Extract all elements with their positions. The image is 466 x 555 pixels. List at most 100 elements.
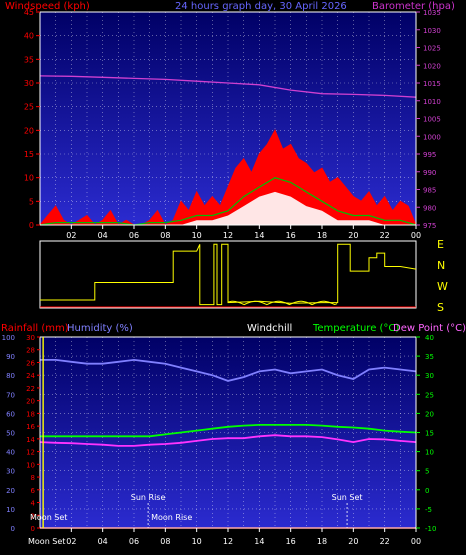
rainfall-y-tick-label: 2 bbox=[31, 512, 35, 520]
dewpoint-axis-title: Dew Point (°C) bbox=[393, 323, 466, 334]
wind-x-tick-label: 22 bbox=[380, 231, 390, 240]
temperature-y-tick-label: 15 bbox=[425, 430, 434, 438]
rainfall-y-tick-label: 8 bbox=[31, 474, 35, 482]
compass-n: N bbox=[437, 259, 445, 272]
compass-e: E bbox=[437, 238, 444, 251]
temperature-y-tick-label: 5 bbox=[425, 468, 429, 476]
temp-x-tick-label: 04 bbox=[98, 537, 108, 546]
rainfall-y-tick-label: 4 bbox=[31, 500, 36, 508]
sun-rise-label: Sun Rise bbox=[131, 493, 166, 502]
temp-x-tick-label: Moon Set bbox=[28, 537, 65, 546]
rainfall-y-tick-label: 12 bbox=[26, 449, 35, 457]
wind-y-tick-label: 25 bbox=[24, 103, 34, 112]
wind-x-tick-label: 00 bbox=[411, 231, 421, 240]
temperature-y-tick-label: 40 bbox=[425, 334, 434, 342]
temp-x-ticks: Moon Set 02 04 06 08 10 12 14 16 18 20 22 00 bbox=[28, 528, 421, 546]
rainfall-y-tick-label: 22 bbox=[26, 385, 35, 393]
rainfall-y-tick-label: 28 bbox=[26, 347, 35, 355]
wind-x-tick-label: 04 bbox=[98, 231, 108, 240]
sun-set-label: Sun Set bbox=[332, 493, 363, 502]
graph-title: 24 hours graph day, 30 April 2026 bbox=[175, 1, 347, 12]
humidity-y-tick-label: 10 bbox=[6, 506, 15, 514]
wind-x-tick-label: 12 bbox=[223, 231, 233, 240]
wind-y-tick-label: 20 bbox=[24, 126, 34, 135]
temperature-y-tick-label: -5 bbox=[425, 506, 432, 514]
rainfall-y-tick-label: 10 bbox=[26, 461, 35, 469]
temp-x-tick-label: 16 bbox=[286, 537, 296, 546]
humidity-y-tick-label: 50 bbox=[6, 430, 15, 438]
temperature-y-tick-label: -10 bbox=[425, 525, 436, 533]
temperature-y-tick-label: 30 bbox=[425, 372, 434, 380]
temp-x-tick-label: 02 bbox=[66, 537, 76, 546]
temperature-y-tick-label: 0 bbox=[425, 487, 429, 495]
wind-avg-series bbox=[40, 191, 416, 225]
astro-markers: Moon Set Sun Rise Moon Rise Sun Set bbox=[30, 337, 363, 528]
wind-x-tick-label: 06 bbox=[129, 231, 139, 240]
wind-x-tick-label: 08 bbox=[160, 231, 170, 240]
rainfall-y-tick-label: 14 bbox=[26, 436, 35, 444]
humidity-y-tick-label: 20 bbox=[6, 487, 15, 495]
humidity-y-tick-label: 100 bbox=[2, 334, 15, 342]
wind-x-tick-label: 18 bbox=[317, 231, 327, 240]
dewpoint-series bbox=[39, 434, 417, 447]
wind-y-tick-label: 40 bbox=[24, 32, 34, 41]
barometer-y-tick-label: 1025 bbox=[423, 45, 441, 53]
windspeed-axis-title: Windspeed (kph) bbox=[5, 1, 90, 12]
humidity-y-tick-label: 90 bbox=[6, 353, 15, 361]
barometer-y-tick-label: 995 bbox=[423, 151, 436, 159]
rainfall-y-tick-label: 30 bbox=[26, 334, 35, 342]
compass-w: W bbox=[437, 280, 448, 293]
windchill-title: Windchill bbox=[247, 323, 292, 334]
moon-set-label: Moon Set bbox=[30, 513, 67, 522]
barometer-y-tick-label: 1030 bbox=[423, 27, 441, 35]
rainfall-y-tick-label: 26 bbox=[26, 359, 35, 367]
temp-x-tick-label: 00 bbox=[411, 537, 421, 546]
barometer-y-tick-label: 980 bbox=[423, 204, 436, 212]
wind-y-tick-label: 15 bbox=[24, 150, 34, 159]
direction-series bbox=[40, 243, 417, 308]
humidity-y-tick-label: 30 bbox=[6, 468, 15, 476]
temp-x-tick-label: 10 bbox=[192, 537, 202, 546]
wind-y-tick-label: 35 bbox=[24, 55, 34, 64]
wind-x-tick-label: 02 bbox=[66, 231, 76, 240]
humidity-y-tick-label: 0 bbox=[11, 525, 15, 533]
humidity-y-ticks: 0 10 20 30 40 50 60 70 80 90 100 bbox=[2, 334, 15, 533]
temperature-y-tick-label: 20 bbox=[425, 410, 434, 418]
wind-y-tick-label: 30 bbox=[24, 79, 34, 88]
wind-y-tick-label: 10 bbox=[24, 174, 34, 183]
barometer-y-tick-label: 1005 bbox=[423, 116, 441, 124]
temp-x-tick-label: 14 bbox=[254, 537, 264, 546]
humidity-axis-title: Humidity (%) bbox=[67, 323, 133, 334]
wind-x-tick-label: 16 bbox=[286, 231, 296, 240]
temp-x-tick-label: 12 bbox=[223, 537, 233, 546]
temperature-y-tick-label: 25 bbox=[425, 391, 434, 399]
wind-y-tick-label: 45 bbox=[24, 8, 34, 17]
wind-y-tick-label: 5 bbox=[29, 197, 34, 206]
temp-x-tick-label: 08 bbox=[160, 537, 170, 546]
barometer-y-tick-label: 1020 bbox=[423, 62, 441, 70]
barometer-y-tick-label: 975 bbox=[423, 222, 436, 230]
wind-series bbox=[38, 75, 417, 226]
temp-x-tick-label: 22 bbox=[380, 537, 390, 546]
temperature-y-tick-label: 35 bbox=[425, 353, 434, 361]
humidity-y-tick-label: 80 bbox=[6, 372, 15, 380]
temperature-y-ticks: -10 -5 0 5 10 15 20 25 30 35 40 bbox=[416, 334, 436, 533]
rainfall-y-tick-label: 20 bbox=[26, 398, 35, 406]
humidity-series bbox=[40, 358, 417, 382]
barometer-axis-title: Barometer (hpa) bbox=[372, 1, 455, 12]
wind-direction-series bbox=[40, 243, 417, 306]
wind-direction-noise bbox=[227, 300, 338, 306]
barometer-y-tick-label: 1010 bbox=[423, 98, 441, 106]
wind-x-ticks: 02 04 06 08 10 12 14 16 18 20 22 00 bbox=[66, 225, 421, 240]
barometer-y-tick-label: 990 bbox=[423, 169, 436, 177]
compass-s: S bbox=[437, 301, 444, 314]
rainfall-y-tick-label: 18 bbox=[26, 410, 35, 418]
temp-x-tick-label: 20 bbox=[348, 537, 358, 546]
humidity-y-tick-label: 40 bbox=[6, 449, 15, 457]
barometer-y-tick-label: 1035 bbox=[423, 9, 441, 17]
rainfall-y-tick-label: 16 bbox=[26, 423, 35, 431]
wind-x-tick-label: 14 bbox=[254, 231, 264, 240]
barometer-y-tick-label: 1015 bbox=[423, 80, 441, 88]
